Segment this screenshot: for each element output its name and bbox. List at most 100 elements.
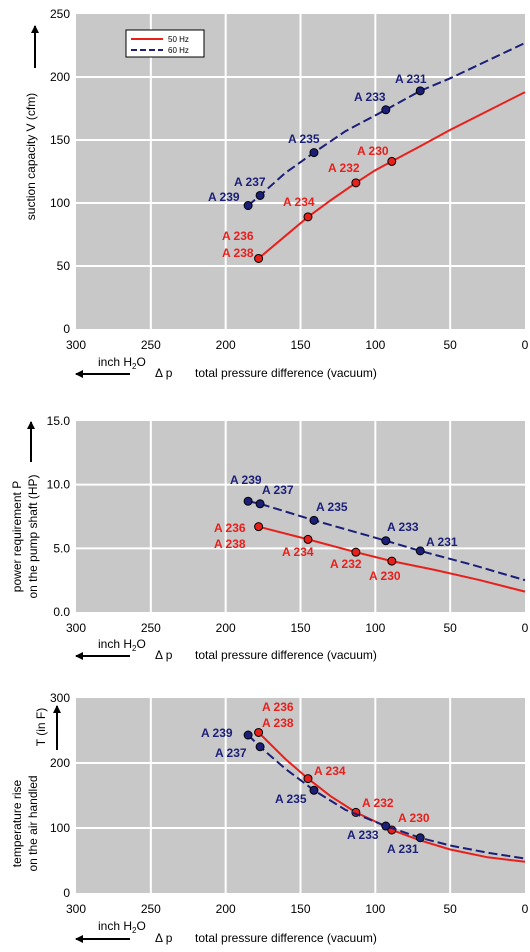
x-tick-label: 50 xyxy=(443,621,457,635)
y-tick-label: 150 xyxy=(50,133,70,147)
x-tick-label: 0 xyxy=(522,338,529,352)
data-point xyxy=(255,499,265,509)
point-label: A 235 xyxy=(275,792,307,806)
point-label: A 230 xyxy=(398,811,430,825)
x-tick-label: 300 xyxy=(66,902,86,916)
data-point xyxy=(255,190,265,200)
series-line-60hz xyxy=(247,734,526,860)
point-label: A 237 xyxy=(215,746,247,760)
point-label: A 234 xyxy=(283,195,315,209)
point-label: A 238 xyxy=(262,716,294,730)
x-tick-label: 250 xyxy=(141,621,161,635)
point-label: A 236 xyxy=(262,700,294,714)
point-label: A 239 xyxy=(208,190,240,204)
point-label: A 233 xyxy=(347,828,379,842)
x-tick-label: 100 xyxy=(365,621,385,635)
x-axis-unit: inch H2O xyxy=(98,355,146,371)
point-label: A 234 xyxy=(314,764,346,778)
data-point xyxy=(303,212,313,222)
x-tick-label: 250 xyxy=(141,902,161,916)
data-point xyxy=(387,156,397,166)
data-point xyxy=(415,86,425,96)
point-label: A 231 xyxy=(387,842,419,856)
y-tick-label: 100 xyxy=(50,821,70,835)
x-tick-label: 200 xyxy=(216,621,236,635)
chart-panel-3: 300 250 200 150 100 50 0 0 100 200 300 A 239 A 237 A … xyxy=(10,691,529,945)
point-label: A 236 xyxy=(214,521,246,535)
x-tick-label: 0 xyxy=(522,902,529,916)
data-point xyxy=(303,774,313,784)
x-tick-label: 150 xyxy=(290,902,310,916)
x-tick-label: 0 xyxy=(522,621,529,635)
y-tick-label: 5.0 xyxy=(53,541,70,555)
y-tick-label: 15.0 xyxy=(47,414,71,428)
data-point xyxy=(381,536,391,546)
y-axis-label: on the air handled xyxy=(26,775,40,871)
y-tick-label: 100 xyxy=(50,196,70,210)
data-point xyxy=(254,522,264,532)
data-point xyxy=(303,534,313,544)
series-line-50hz xyxy=(257,91,526,260)
data-point xyxy=(243,730,253,740)
point-label: A 236 xyxy=(222,229,254,243)
data-point xyxy=(254,727,264,737)
x-tick-label: 100 xyxy=(365,902,385,916)
data-point xyxy=(243,201,253,211)
point-label: A 232 xyxy=(362,796,394,810)
point-label: A 235 xyxy=(288,132,320,146)
data-point xyxy=(381,821,391,831)
data-point xyxy=(254,253,264,263)
point-label: A 238 xyxy=(222,246,254,260)
x-axis-delta: Δ p xyxy=(155,648,173,662)
y-tick-label: 0.0 xyxy=(53,605,70,619)
x-axis-label: total pressure difference (vacuum) xyxy=(195,648,377,662)
x-tick-label: 300 xyxy=(66,338,86,352)
data-point xyxy=(243,496,253,506)
point-label: A 232 xyxy=(328,161,360,175)
point-label: A 230 xyxy=(357,144,389,158)
point-label: A 238 xyxy=(214,537,246,551)
data-point xyxy=(309,148,319,158)
data-point xyxy=(255,742,265,752)
legend: 50 Hz 60 Hz xyxy=(125,29,205,58)
point-label: A 230 xyxy=(369,569,401,583)
x-tick-label: 100 xyxy=(365,338,385,352)
data-point xyxy=(351,547,361,557)
x-axis-unit: inch H2O xyxy=(98,637,146,653)
point-label: A 234 xyxy=(282,545,314,559)
point-label: A 231 xyxy=(395,72,427,86)
legend-label-60hz: 60 Hz xyxy=(168,46,189,55)
point-label: A 237 xyxy=(262,483,294,497)
x-tick-label: 300 xyxy=(66,621,86,635)
point-label: A 233 xyxy=(354,90,386,104)
y-axis-label: temperature rise xyxy=(10,779,24,867)
y-tick-label: 300 xyxy=(50,691,70,705)
point-label: A 232 xyxy=(330,557,362,571)
series-line-50hz xyxy=(257,731,526,863)
y-tick-label: 0 xyxy=(63,886,70,900)
point-label: A 235 xyxy=(316,500,348,514)
series-line-60hz xyxy=(247,42,526,207)
point-label: A 231 xyxy=(426,535,458,549)
y-tick-label: 50 xyxy=(57,259,71,273)
x-tick-label: 200 xyxy=(216,338,236,352)
data-point xyxy=(309,515,319,525)
y-axis-label-symbol: T (in F) xyxy=(34,708,48,746)
data-point xyxy=(415,546,425,556)
point-label: A 237 xyxy=(234,175,266,189)
x-axis-unit: inch H2O xyxy=(98,919,146,935)
point-label: A 239 xyxy=(230,473,262,487)
y-tick-label: 250 xyxy=(50,7,70,21)
legend-label-50hz: 50 Hz xyxy=(168,35,189,44)
x-axis-delta: Δ p xyxy=(155,931,173,945)
data-point xyxy=(351,178,361,188)
x-axis-delta: Δ p xyxy=(155,366,173,380)
x-tick-label: 200 xyxy=(216,902,236,916)
legend-box xyxy=(125,29,205,58)
point-label: A 233 xyxy=(387,520,419,534)
y-axis-label: power requirement P xyxy=(10,481,24,592)
y-axis-label: on the pump shaft (HP) xyxy=(26,474,40,598)
y-axis-label: suction capacity V (cfm) xyxy=(24,93,38,220)
y-tick-label: 0 xyxy=(63,322,70,336)
